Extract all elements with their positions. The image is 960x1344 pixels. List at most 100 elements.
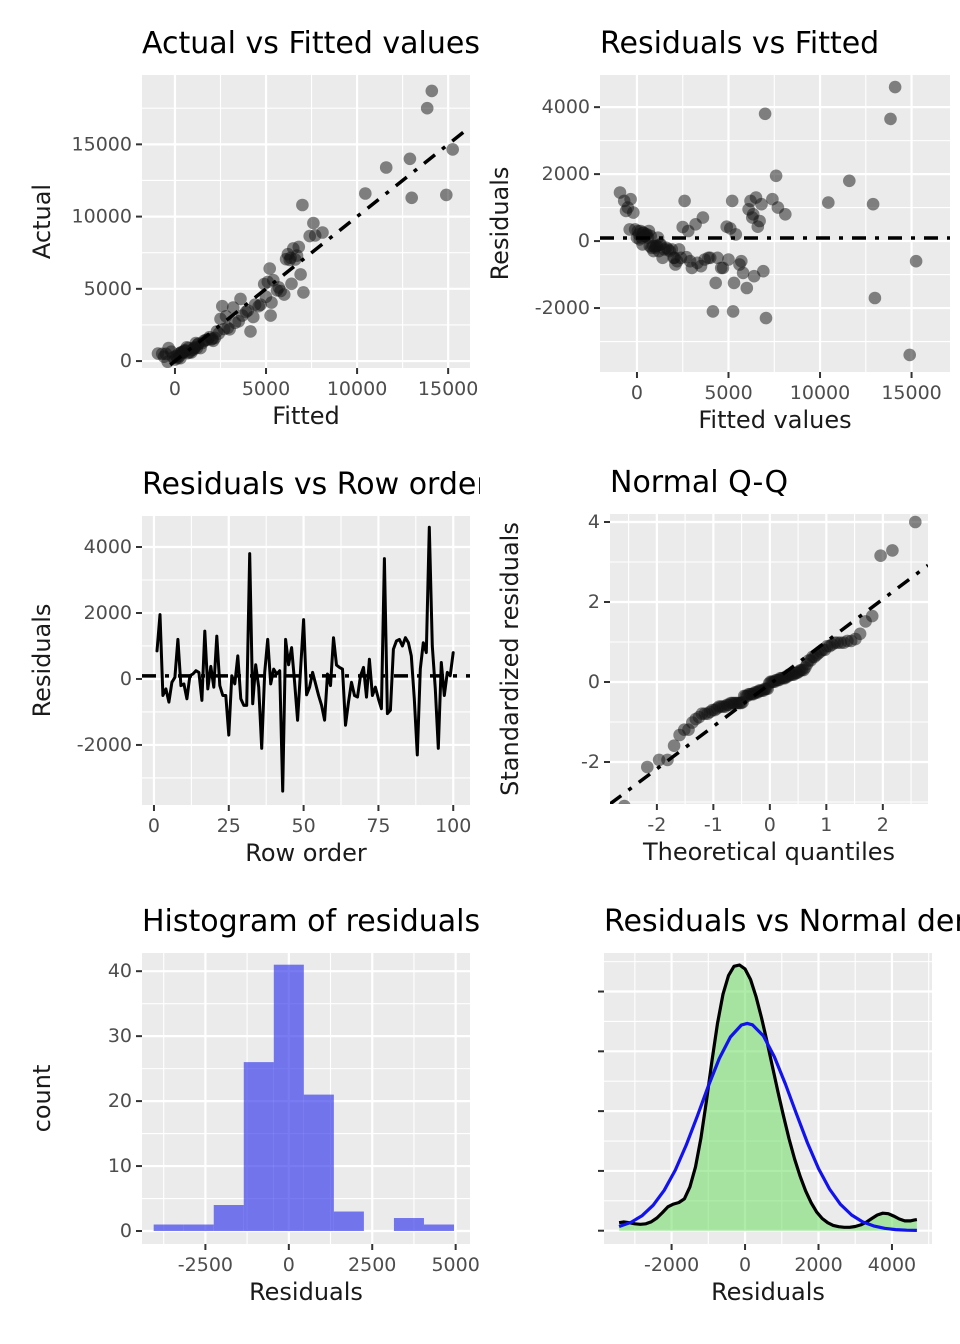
y-tick-label: -2000 [77, 734, 132, 756]
x-tick-label: 75 [366, 815, 390, 837]
x-axis-label: Theoretical quantiles [642, 838, 895, 866]
x-tick-label: 5000 [242, 378, 290, 400]
x-tick-label: 2500 [348, 1254, 396, 1276]
residual-line [155, 525, 455, 793]
scatter-point [853, 627, 867, 641]
y-tick-label: 2000 [542, 163, 590, 185]
scatter-point [755, 197, 768, 211]
scatter-point [769, 169, 783, 183]
hist-bar [183, 1224, 214, 1232]
y-tick-label: 20 [108, 1090, 132, 1112]
panel-residuals-vs-normal-density: -2000 0 2000 4000 Residuals vs Normal densit… [598, 904, 960, 1306]
x-axis-label: Row order [245, 839, 367, 867]
scatter-point [359, 187, 372, 200]
x-tick-label: 25 [217, 815, 241, 837]
y-tick-label: 4 [588, 511, 600, 533]
scatter-point [244, 325, 257, 338]
scatter-point [259, 290, 273, 304]
scatter-point [294, 268, 307, 281]
x-tick-label: -2000 [644, 1254, 699, 1276]
scatter-point [725, 194, 739, 208]
y-tick-label: 2 [588, 591, 600, 613]
scatter-point [709, 276, 722, 290]
scatter-point [909, 515, 922, 529]
y-tick-label: 2000 [84, 602, 132, 624]
hist-bar [243, 1062, 274, 1232]
x-tick-label: 0 [631, 382, 643, 404]
panel-residuals-vs-fitted: 0 5000 10000 15000 -2000 0 2000 4000 Residuals v… [486, 26, 950, 434]
scatter-point [440, 188, 453, 202]
scatter-point [843, 174, 856, 188]
x-axis-label: Fitted [272, 402, 340, 430]
scatter-point [720, 220, 733, 233]
y-tick-label: 40 [108, 960, 132, 982]
x-tick-label: -2500 [178, 1254, 233, 1276]
scatter-point [284, 251, 297, 265]
y-tick-label: 4000 [542, 96, 590, 118]
x-tick-label: 0 [169, 378, 181, 400]
y-tick-label: 0 [578, 230, 590, 252]
x-tick-label: 50 [292, 815, 316, 837]
panel-normal-qq: -2 -1 0 1 2 -2 0 2 4 Normal Q-Q Theoretical quanti… [496, 465, 928, 866]
hist-bar [333, 1211, 364, 1232]
y-axis-label: Standardized residuals [496, 522, 524, 796]
scatter-point [771, 201, 785, 214]
reference-line [610, 563, 928, 804]
y-tick-label: 30 [108, 1025, 132, 1047]
hist-bar [303, 1094, 334, 1232]
y-tick-label: -2000 [535, 297, 590, 319]
scatter-point [886, 544, 899, 557]
scatter-point [296, 198, 309, 212]
scatter-point [868, 291, 882, 305]
panel-residuals-vs-row-order: 0 25 50 75 100 -2000 0 2000 4000 Residuals vs Row… [28, 467, 480, 867]
x-tick-label: 2 [877, 814, 889, 836]
scatter-point [420, 101, 434, 115]
scatter-point [865, 609, 879, 623]
scatter-point [446, 143, 460, 156]
x-tick-label: 0 [148, 815, 160, 837]
x-tick-label: -1 [704, 814, 723, 836]
scatter-point [403, 152, 417, 166]
y-tick-label: 0 [120, 668, 132, 690]
scatter-point [874, 549, 887, 562]
scatter-point [727, 276, 741, 290]
scatter-point [668, 251, 681, 265]
normal-curve [618, 1021, 917, 1232]
scatter-point [759, 311, 773, 325]
panel-title: Residuals vs Fitted [600, 26, 879, 61]
scatter-point [264, 309, 277, 322]
scatter-point [667, 739, 681, 752]
scatter-point [292, 240, 306, 254]
scatter-point [624, 192, 637, 206]
scatter-point [735, 254, 748, 268]
scatter-point [758, 107, 772, 121]
reference-line [163, 125, 470, 368]
hist-bar [213, 1205, 244, 1232]
y-tick-label: 4000 [84, 536, 132, 558]
x-tick-label: 15000 [881, 382, 941, 404]
x-tick-label: -2 [647, 814, 666, 836]
scatter-point [740, 281, 754, 295]
hist-bar [423, 1224, 454, 1232]
scatter-point [651, 231, 665, 244]
y-axis-label: Actual [28, 184, 56, 259]
scatter-point [678, 194, 691, 208]
y-axis-label: Residuals [486, 167, 514, 281]
y-tick-label: 15000 [72, 133, 132, 155]
scatter-point [297, 286, 310, 299]
y-tick-label: 10000 [72, 206, 132, 228]
y-tick-label: 10 [108, 1155, 132, 1177]
panel-title: Actual vs Fitted values [142, 26, 480, 61]
scatter-point [722, 253, 735, 266]
scatter-point [714, 261, 728, 275]
x-tick-label: 0 [739, 1254, 751, 1276]
scatter-point [703, 251, 717, 265]
y-tick-label: 0 [588, 671, 600, 693]
x-tick-label: 4000 [868, 1254, 916, 1276]
scatter-point [884, 112, 897, 126]
scatter-point [162, 341, 175, 355]
scatter-point [379, 161, 393, 174]
scatter-point [618, 799, 631, 804]
hist-bar [153, 1224, 184, 1232]
